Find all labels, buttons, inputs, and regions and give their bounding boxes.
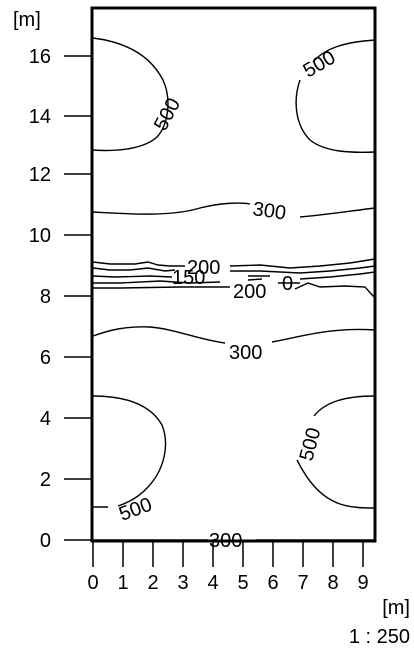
x-tick-labels: 0 1 2 3 4 5 6 7 8 9 — [87, 572, 368, 594]
contour-label-300: 300 — [209, 530, 242, 552]
x-tick-label: 0 — [87, 572, 98, 594]
contour-band-d — [93, 278, 300, 284]
contour-200-band-a — [92, 258, 376, 269]
x-tick-label: 4 — [207, 572, 218, 594]
contour-300-upper — [92, 202, 376, 218]
scale-label: 1 : 250 — [349, 626, 410, 648]
contour-label-300: 300 — [229, 342, 262, 364]
x-tick-label: 1 — [117, 572, 128, 594]
y-axis-unit: [m] — [13, 9, 41, 31]
contour-label-200: 200 — [187, 257, 220, 279]
contour-500-top-left — [92, 37, 169, 152]
y-tick-label: 16 — [29, 46, 51, 68]
contour-label-500: 500 — [116, 494, 155, 526]
y-tick-label: 0 — [40, 530, 51, 552]
contour-label-0: 0 — [282, 273, 293, 295]
x-tick-label: 7 — [297, 572, 308, 594]
contour-300-lower — [92, 326, 376, 344]
y-tick-label: 14 — [29, 106, 51, 128]
contour-label-200: 200 — [233, 281, 266, 303]
contour-label-300: 300 — [251, 198, 287, 224]
contour-band-b — [92, 265, 376, 274]
contour-label-500: 500 — [150, 95, 185, 135]
x-tick-label: 5 — [237, 572, 248, 594]
x-tick-label: 3 — [177, 572, 188, 594]
y-axis — [64, 55, 92, 541]
y-tick-label: 2 — [40, 469, 51, 491]
contour-band-c — [92, 271, 376, 280]
y-tick-label: 8 — [40, 286, 51, 308]
y-tick-label: 12 — [29, 164, 51, 186]
contour-500-bottom-left — [92, 395, 167, 508]
x-tick-label: 6 — [267, 572, 278, 594]
x-tick-label: 2 — [147, 572, 158, 594]
y-tick-label: 4 — [40, 408, 51, 430]
contour-label-500: 500 — [300, 47, 340, 83]
plot-frame — [90, 6, 377, 543]
x-axis — [92, 541, 364, 567]
y-tick-labels: 0 2 4 6 8 10 12 14 16 — [29, 46, 51, 552]
y-tick-label: 6 — [40, 347, 51, 369]
contour-band-e — [93, 282, 376, 299]
contour-label-500: 500 — [296, 425, 326, 463]
x-tick-label: 9 — [357, 572, 368, 594]
x-tick-label: 8 — [327, 572, 338, 594]
contour-500-bottom-right — [296, 395, 376, 509]
x-axis-unit: [m] — [382, 597, 410, 619]
y-tick-label: 10 — [29, 225, 51, 247]
contour-lines — [92, 37, 376, 541]
contour-500-top-right — [295, 39, 376, 153]
contour-label-150: 150 — [172, 267, 205, 289]
